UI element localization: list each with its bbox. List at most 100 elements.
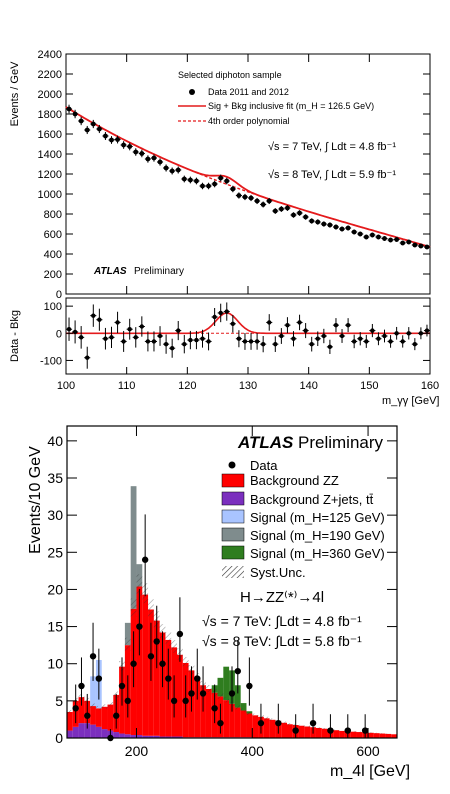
diphoton-data-point	[345, 225, 351, 231]
diphoton-data-point	[224, 178, 230, 184]
bar-zjets	[95, 726, 102, 738]
syst-unc-band	[333, 729, 340, 731]
bar-zz	[78, 697, 85, 724]
bar-s360	[234, 685, 241, 708]
residual-data-point	[127, 327, 132, 332]
bar-zz	[153, 620, 160, 736]
bar-zz	[339, 730, 345, 738]
residual-data-point	[194, 337, 199, 343]
diphoton-data-point	[388, 237, 393, 243]
diphoton-data-point	[66, 106, 72, 112]
diphoton-y-tick-label: 2000	[38, 89, 62, 101]
four-lepton-y-tick-label: 25	[47, 544, 63, 560]
diphoton-x-tick-label: 160	[421, 380, 439, 392]
diphoton-x-tick-label: 100	[57, 380, 75, 392]
residual-data-point	[85, 355, 90, 360]
four-lepton-data-point	[130, 660, 137, 667]
bar-zjets	[165, 736, 172, 738]
diphoton-data-point	[369, 232, 375, 238]
residual-data-point	[242, 339, 248, 344]
four-lepton-x-tick-label: 400	[241, 743, 265, 759]
diphoton-data-point	[163, 165, 169, 171]
four-lepton-data-point	[72, 705, 79, 712]
residual-data-point	[109, 335, 114, 340]
diphoton-x-axis-label: m_γγ [GeV]	[382, 395, 439, 407]
four-lepton-data-point	[170, 697, 178, 705]
four-lepton-x-axis-label: m_4l [GeV]	[330, 763, 410, 780]
four-lepton-data-point	[361, 727, 369, 734]
bar-s360	[223, 666, 230, 701]
residual-data-point	[224, 309, 229, 314]
four-lepton-data-point	[84, 712, 91, 719]
diphoton-data-point	[181, 176, 187, 182]
diphoton-data-point	[382, 236, 387, 241]
diphoton-y-tick-label: 1600	[38, 129, 62, 141]
diphoton-data-point	[218, 175, 224, 181]
residual-data-point	[78, 335, 84, 340]
bar-zz	[205, 688, 212, 738]
diphoton-data-point	[351, 229, 357, 235]
four-lepton-y-tick-label: 40	[47, 433, 63, 449]
diphoton-data-point	[200, 183, 205, 189]
residual-data-point	[145, 339, 151, 344]
syst-unc-band	[107, 701, 114, 707]
diphoton-data-point	[175, 167, 181, 173]
bar-zz	[391, 734, 397, 738]
diphoton-y-tick-label: 200	[44, 269, 62, 281]
legend-signal-125-swatch	[221, 509, 245, 524]
diphoton-atlas-label: ATLAS	[93, 266, 127, 277]
residual-data-point	[406, 331, 411, 336]
bar-zjets	[78, 723, 85, 738]
diphoton-y-tick-label: 400	[44, 249, 62, 261]
legend-4l-data-label: Data	[250, 458, 278, 473]
four-lepton-y-tick-label: 20	[47, 581, 63, 597]
syst-unc-band	[339, 730, 345, 732]
residual-data-point	[66, 327, 72, 332]
four-lepton-data-point	[344, 727, 351, 734]
diphoton-data-point	[78, 118, 84, 124]
signal-plus-background-fit-curve	[65, 106, 431, 248]
bar-zjets	[67, 730, 73, 738]
residual-y-tick-label: 0	[56, 328, 62, 340]
residual-data-point	[273, 341, 278, 347]
diphoton-data-point	[187, 177, 193, 183]
residual-data-point	[163, 341, 169, 347]
diphoton-panel: 0 200 400 600 800 1000 1200 1400 1600 1800 2000 220…	[9, 49, 431, 301]
syst-unc-band	[67, 709, 73, 714]
bar-zz	[356, 732, 363, 738]
four-lepton-data-point	[176, 630, 184, 638]
diphoton-data-point	[133, 149, 139, 155]
diphoton-data-point	[309, 218, 315, 224]
syst-unc-band	[252, 713, 259, 717]
bar-zz	[136, 586, 143, 736]
syst-unc-band	[350, 731, 357, 733]
bar-zz	[252, 715, 259, 738]
diphoton-data-point	[315, 219, 321, 225]
bar-zz	[333, 730, 340, 738]
diphoton-data-point	[303, 214, 309, 220]
four-lepton-data-point	[228, 690, 236, 697]
bar-zz	[107, 704, 114, 731]
diphoton-data-point	[424, 244, 430, 250]
four-lepton-data-point	[292, 727, 299, 734]
four-lepton-atlas-label: ATLAS	[237, 433, 294, 452]
legend-data-marker	[189, 89, 195, 95]
diphoton-data-point	[254, 198, 260, 204]
legend-zz-label: Background ZZ	[250, 473, 339, 488]
syst-unc-band	[321, 727, 328, 730]
diphoton-data-point	[145, 156, 151, 162]
syst-unc-band	[95, 705, 102, 711]
bar-zz	[240, 710, 247, 738]
diphoton-legend-title: Selected diphoton sample	[178, 70, 282, 80]
four-lepton-x-tick-label: 600	[356, 743, 380, 759]
diphoton-data-point	[230, 186, 236, 192]
legend-zz-swatch	[221, 473, 245, 488]
legend-signal-360-label: Signal (m_H=360 GeV)	[250, 546, 385, 561]
bar-zz	[263, 718, 270, 738]
bar-zjets	[113, 732, 120, 738]
legend-polynomial-label: 4th order polynomial	[208, 116, 290, 126]
diphoton-data-point	[260, 202, 266, 207]
bar-zz	[142, 594, 149, 736]
bar-zz	[101, 706, 108, 730]
residual-data-point	[212, 314, 217, 320]
